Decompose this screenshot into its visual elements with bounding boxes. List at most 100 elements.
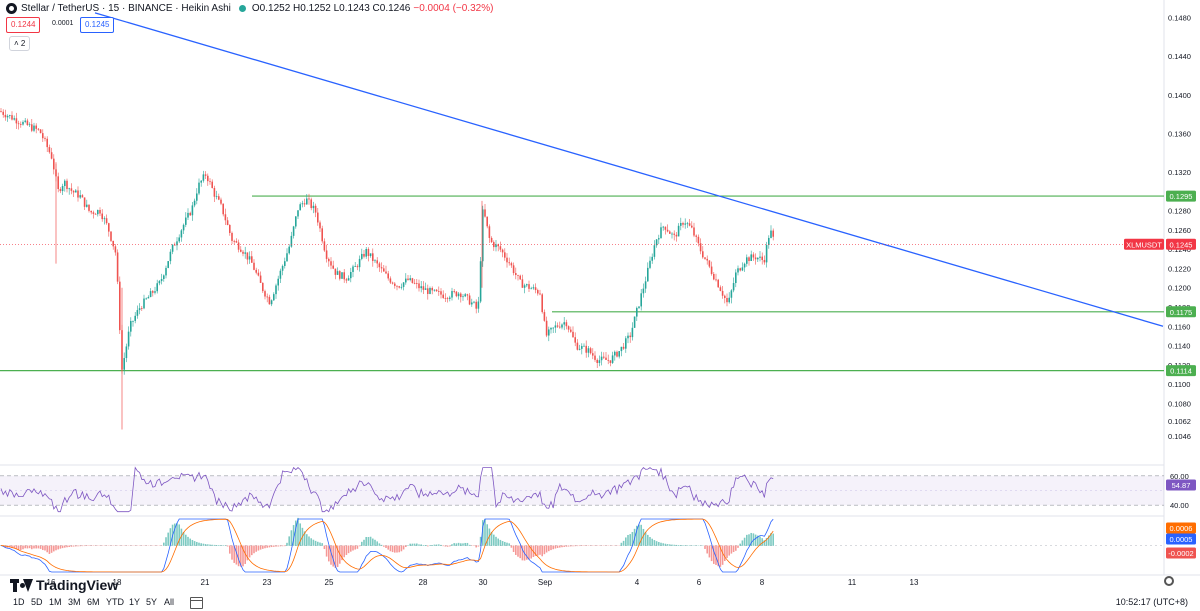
macd-histogram-bar xyxy=(517,545,519,557)
candle-body xyxy=(83,197,86,207)
tradingview-icon xyxy=(10,578,33,592)
macd-histogram-bar xyxy=(642,528,645,546)
candle-body xyxy=(182,224,185,231)
macd-histogram-bar xyxy=(9,545,11,548)
macd-pane[interactable] xyxy=(0,517,1164,573)
candle-body xyxy=(499,246,502,250)
candle-body xyxy=(213,187,216,197)
time-axis-label: 18 xyxy=(113,578,122,587)
candle-body xyxy=(631,327,634,338)
candle-body xyxy=(708,260,711,267)
candle-body xyxy=(222,203,224,215)
settings-gear-icon[interactable] xyxy=(1164,576,1174,586)
horizontal-lines[interactable] xyxy=(0,195,1164,372)
tradingview-logo[interactable]: TradingView xyxy=(10,577,118,593)
macd-histogram-bar xyxy=(361,541,363,546)
symbol-title[interactable]: Stellar / TetherUS · 15 · BINANCE · Heik… xyxy=(21,2,231,14)
macd-histogram-bar xyxy=(578,545,581,547)
time-axis[interactable]: 16 18 21 23 25 28 30 Sep 4 6 8 11 13 xyxy=(47,578,919,587)
price-axis[interactable]: 0.1480 0.1440 0.1400 0.1360 0.1320 0.1280 0.12… xyxy=(1168,14,1191,442)
macd-histogram-bar xyxy=(438,544,440,546)
candle-body xyxy=(594,355,596,360)
candle-body xyxy=(39,129,42,134)
macd-histogram-bar xyxy=(389,545,392,552)
candle-body xyxy=(495,244,497,248)
macd-histogram-bar xyxy=(363,539,365,546)
candle-body xyxy=(622,346,625,349)
candle-body xyxy=(730,290,733,298)
rsi-lower-label: 40.00 xyxy=(1170,501,1189,510)
macd-histogram-bar xyxy=(387,545,389,550)
macd-histogram-bar xyxy=(669,544,671,546)
candle-body xyxy=(61,186,64,192)
candle-body xyxy=(574,337,576,343)
timeframe-5y[interactable]: 5Y xyxy=(146,597,158,607)
candle-body xyxy=(306,198,308,205)
macd-histogram-bar xyxy=(352,545,354,551)
candle-body xyxy=(642,288,645,294)
candle-body xyxy=(13,118,15,120)
chevron-icon: ˄ xyxy=(14,39,21,48)
candle-body xyxy=(125,346,128,359)
macd-histogram-bar xyxy=(81,545,84,547)
timeframe-3m[interactable]: 3M xyxy=(68,597,81,607)
timeframe-all[interactable]: All xyxy=(164,597,175,607)
clock[interactable]: 10:52:17 (UTC+8) xyxy=(1115,597,1188,607)
macd-histogram-bar xyxy=(343,545,345,558)
timeframe-1d[interactable]: 1D xyxy=(13,597,25,607)
macd-histogram-bar xyxy=(405,545,407,548)
macd-histogram-bar xyxy=(673,544,675,546)
macd-histogram-bar xyxy=(508,543,510,546)
candle-body xyxy=(693,227,695,236)
candle-body xyxy=(224,214,227,221)
candle-body xyxy=(31,124,33,131)
timeframe-5d[interactable]: 5D xyxy=(31,597,43,607)
candle-body xyxy=(336,271,339,275)
macd-histogram-bar xyxy=(666,544,669,546)
timeframe-6m[interactable]: 6M xyxy=(87,597,100,607)
candle-body xyxy=(209,181,211,182)
macd-histogram-bar xyxy=(658,542,660,546)
macd-histogram-bar xyxy=(530,545,532,559)
macd-histogram-bar xyxy=(556,545,559,548)
macd-histogram-bar xyxy=(422,545,425,546)
timeframe-ytd[interactable]: YTD xyxy=(106,597,124,607)
candle-body xyxy=(563,322,565,325)
candle-body xyxy=(33,125,35,131)
trendline[interactable] xyxy=(94,12,1164,327)
candle-body xyxy=(506,257,508,263)
macd-histogram-bar xyxy=(185,534,187,546)
histogram-value-tag: -0.0002 xyxy=(1168,549,1193,558)
buy-price-button[interactable]: 0.1245 xyxy=(80,17,115,33)
candle-body xyxy=(473,301,475,303)
macd-histogram-bar xyxy=(321,543,323,546)
candle-body xyxy=(273,294,275,301)
macd-histogram-bar xyxy=(559,545,561,548)
candle-body xyxy=(158,281,161,284)
macd-histogram-bar xyxy=(409,543,411,546)
candle-body xyxy=(44,138,46,140)
candle-body xyxy=(103,218,106,220)
macd-histogram-bar xyxy=(706,545,708,554)
candle-body xyxy=(508,262,510,264)
macd-histogram-bar xyxy=(576,545,579,547)
candle-body xyxy=(411,278,414,283)
macd-histogram-bar xyxy=(22,545,24,550)
candle-body xyxy=(178,237,180,242)
candle-body xyxy=(651,256,653,261)
candle-body xyxy=(717,279,719,288)
rsi-pane[interactable] xyxy=(0,466,1164,513)
timeframe-1y[interactable]: 1Y xyxy=(129,597,141,607)
candle-body xyxy=(539,293,541,295)
symbol-header[interactable]: Stellar / TetherUS · 15 · BINANCE · Heik… xyxy=(6,0,493,16)
macd-histogram-bar xyxy=(754,534,757,546)
sell-price-button[interactable]: 0.1244 xyxy=(6,17,41,33)
calendar-icon[interactable] xyxy=(190,597,203,609)
candle-body xyxy=(207,175,209,182)
macd-histogram-bar xyxy=(504,541,506,546)
timeframe-1m[interactable]: 1M xyxy=(49,597,62,607)
indicators-collapse-button[interactable]: ˄ 2 xyxy=(9,36,31,51)
candle-body xyxy=(614,351,616,356)
macd-histogram-bar xyxy=(506,542,508,546)
